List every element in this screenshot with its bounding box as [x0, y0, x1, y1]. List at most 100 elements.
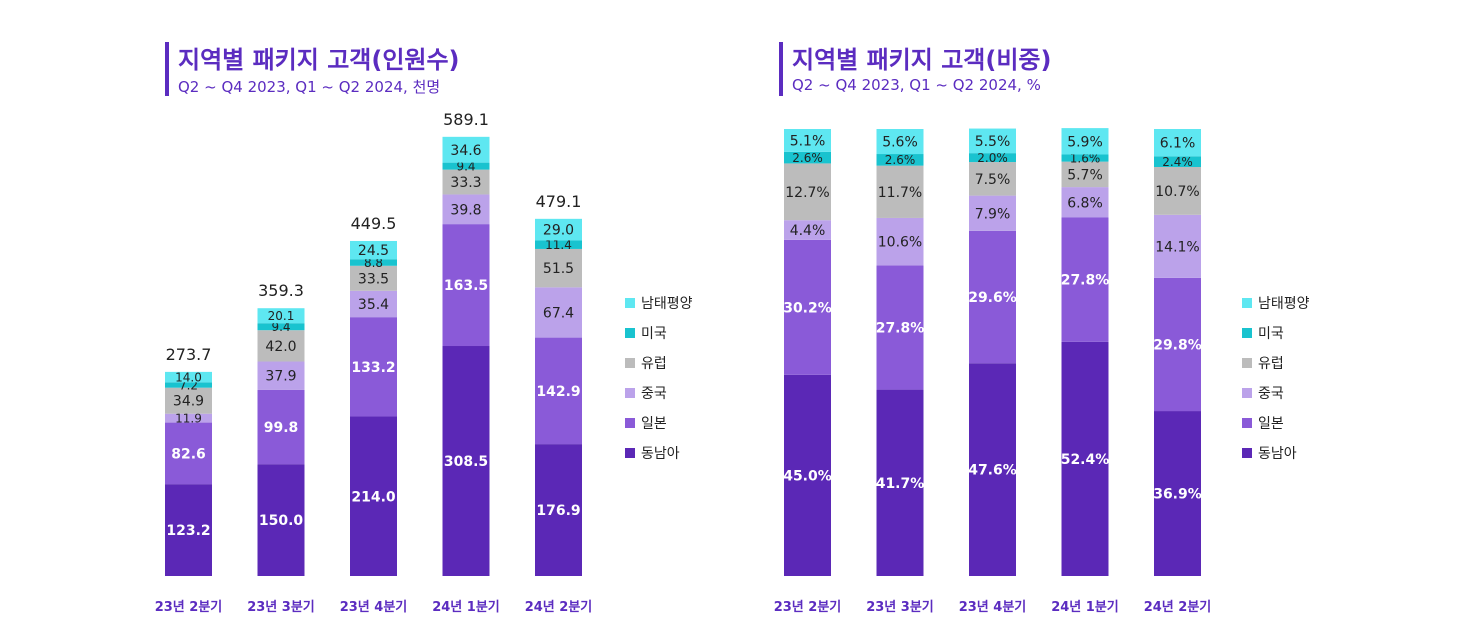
data-label: 99.8: [264, 420, 299, 436]
bar-segment: [1061, 341, 1109, 576]
chart-title: 지역별 패키지 고객(인원수): [178, 46, 460, 74]
bar-segment: [876, 389, 924, 576]
bar-segment: [442, 162, 490, 170]
x-tick-label: 24년 2분기: [1144, 600, 1212, 615]
data-label: 214.0: [351, 489, 396, 505]
bar-segment: [257, 361, 305, 390]
bar-segment: [969, 230, 1016, 364]
bar-segment: [442, 194, 490, 225]
data-label: 176.9: [536, 503, 580, 519]
bar-segment: [876, 265, 924, 390]
x-tick-label: 23년 4분기: [340, 600, 408, 615]
bar-segment: [1154, 277, 1201, 412]
bar-segment: [257, 464, 305, 576]
data-label: 6.1%: [1160, 136, 1196, 152]
legend-label: 동남아: [641, 446, 680, 462]
data-label: 142.9: [536, 384, 580, 400]
data-label: 150.0: [259, 513, 304, 529]
legend-item-miguk: 미국: [1242, 318, 1310, 348]
data-label: 9.4: [271, 320, 290, 334]
legend-label: 남태평양: [641, 296, 693, 312]
data-label: 5.7%: [1067, 167, 1103, 183]
data-label: 133.2: [351, 360, 395, 376]
legend-label: 일본: [1258, 416, 1284, 432]
bar-segment: [350, 265, 397, 291]
bar-segment: [257, 330, 305, 362]
legend: 남태평양 미국 유럽 중국 일본 동남아: [1242, 288, 1310, 468]
legend-item-yureop: 유럽: [625, 348, 693, 378]
legend-item-namtaepyeongyang: 남태평양: [1242, 288, 1310, 318]
bar-segment: [165, 382, 212, 388]
bar-segment: [165, 371, 212, 383]
legend-swatch: [625, 298, 635, 308]
data-label: 33.3: [450, 175, 481, 191]
legend-swatch: [625, 418, 635, 428]
legend-swatch: [625, 328, 635, 338]
data-label: 41.7%: [876, 476, 925, 492]
data-label: 4.4%: [790, 223, 826, 239]
bar-segment: [165, 422, 212, 485]
bar-segment: [1061, 161, 1109, 188]
total-label: 449.5: [351, 214, 397, 233]
bar-segment: [350, 317, 397, 417]
bar-segment: [165, 387, 212, 414]
legend-swatch: [1242, 388, 1252, 398]
legend-item-dongnama: 동남아: [625, 438, 693, 468]
data-label: 5.9%: [1067, 134, 1103, 150]
bar-segment: [535, 337, 582, 445]
bar-segment: [535, 248, 582, 288]
data-label: 6.8%: [1067, 195, 1103, 211]
bar-segment: [535, 287, 582, 338]
data-label: 39.8: [450, 202, 481, 218]
data-label: 29.6%: [968, 290, 1017, 306]
legend-label: 미국: [641, 326, 667, 342]
bar-segment: [784, 163, 831, 221]
legend-swatch: [625, 358, 635, 368]
data-label: 20.1: [268, 309, 295, 323]
chart-title: 지역별 패키지 고객(비중): [792, 46, 1052, 74]
legend-swatch: [1242, 358, 1252, 368]
data-label: 36.9%: [1153, 487, 1202, 503]
bar-segment: [876, 165, 924, 218]
bar-segment: [1154, 214, 1201, 278]
data-label: 8.8: [364, 256, 383, 270]
bar-segment: [784, 239, 831, 375]
data-label: 2.0%: [977, 151, 1008, 165]
legend-swatch: [1242, 418, 1252, 428]
total-label: 479.1: [536, 192, 582, 211]
legend-swatch: [625, 388, 635, 398]
bar-segment: [165, 484, 212, 576]
legend-item-yureop: 유럽: [1242, 348, 1310, 378]
data-label: 7.9%: [975, 206, 1011, 222]
data-label: 5.5%: [975, 134, 1011, 150]
bar-segment: [442, 169, 490, 195]
data-label: 5.1%: [790, 133, 826, 149]
data-label: 10.7%: [1155, 184, 1199, 200]
bar-segment: [876, 154, 924, 166]
legend-label: 일본: [641, 416, 667, 432]
bar-segment: [350, 416, 397, 576]
bar-segment: [442, 136, 490, 163]
data-label: 123.2: [166, 523, 210, 539]
bar-segment: [876, 129, 924, 155]
bar-segment: [442, 224, 490, 347]
x-tick-label: 24년 2분기: [525, 600, 593, 615]
legend-swatch: [625, 448, 635, 458]
data-label: 29.0: [543, 223, 574, 239]
right-panel: 지역별 패키지 고객(비중) Q2 ~ Q4 2023, Q1 ~ Q2 202…: [729, 0, 1458, 641]
legend-label: 중국: [1258, 386, 1284, 402]
bar-segment: [350, 240, 397, 260]
bar-segment: [1154, 411, 1201, 576]
bar-segment: [1061, 217, 1109, 342]
data-label: 2.6%: [885, 153, 916, 167]
data-label: 9.4: [456, 159, 475, 173]
data-label: 51.5: [543, 261, 574, 277]
legend-label: 중국: [641, 386, 667, 402]
x-tick-label: 23년 3분기: [866, 600, 934, 615]
data-label: 82.6: [171, 446, 206, 462]
legend: 남태평양 미국 유럽 중국 일본 동남아: [625, 288, 693, 468]
legend-item-namtaepyeongyang: 남태평양: [625, 288, 693, 318]
bar-segment: [535, 444, 582, 576]
data-label: 37.9: [265, 369, 296, 385]
